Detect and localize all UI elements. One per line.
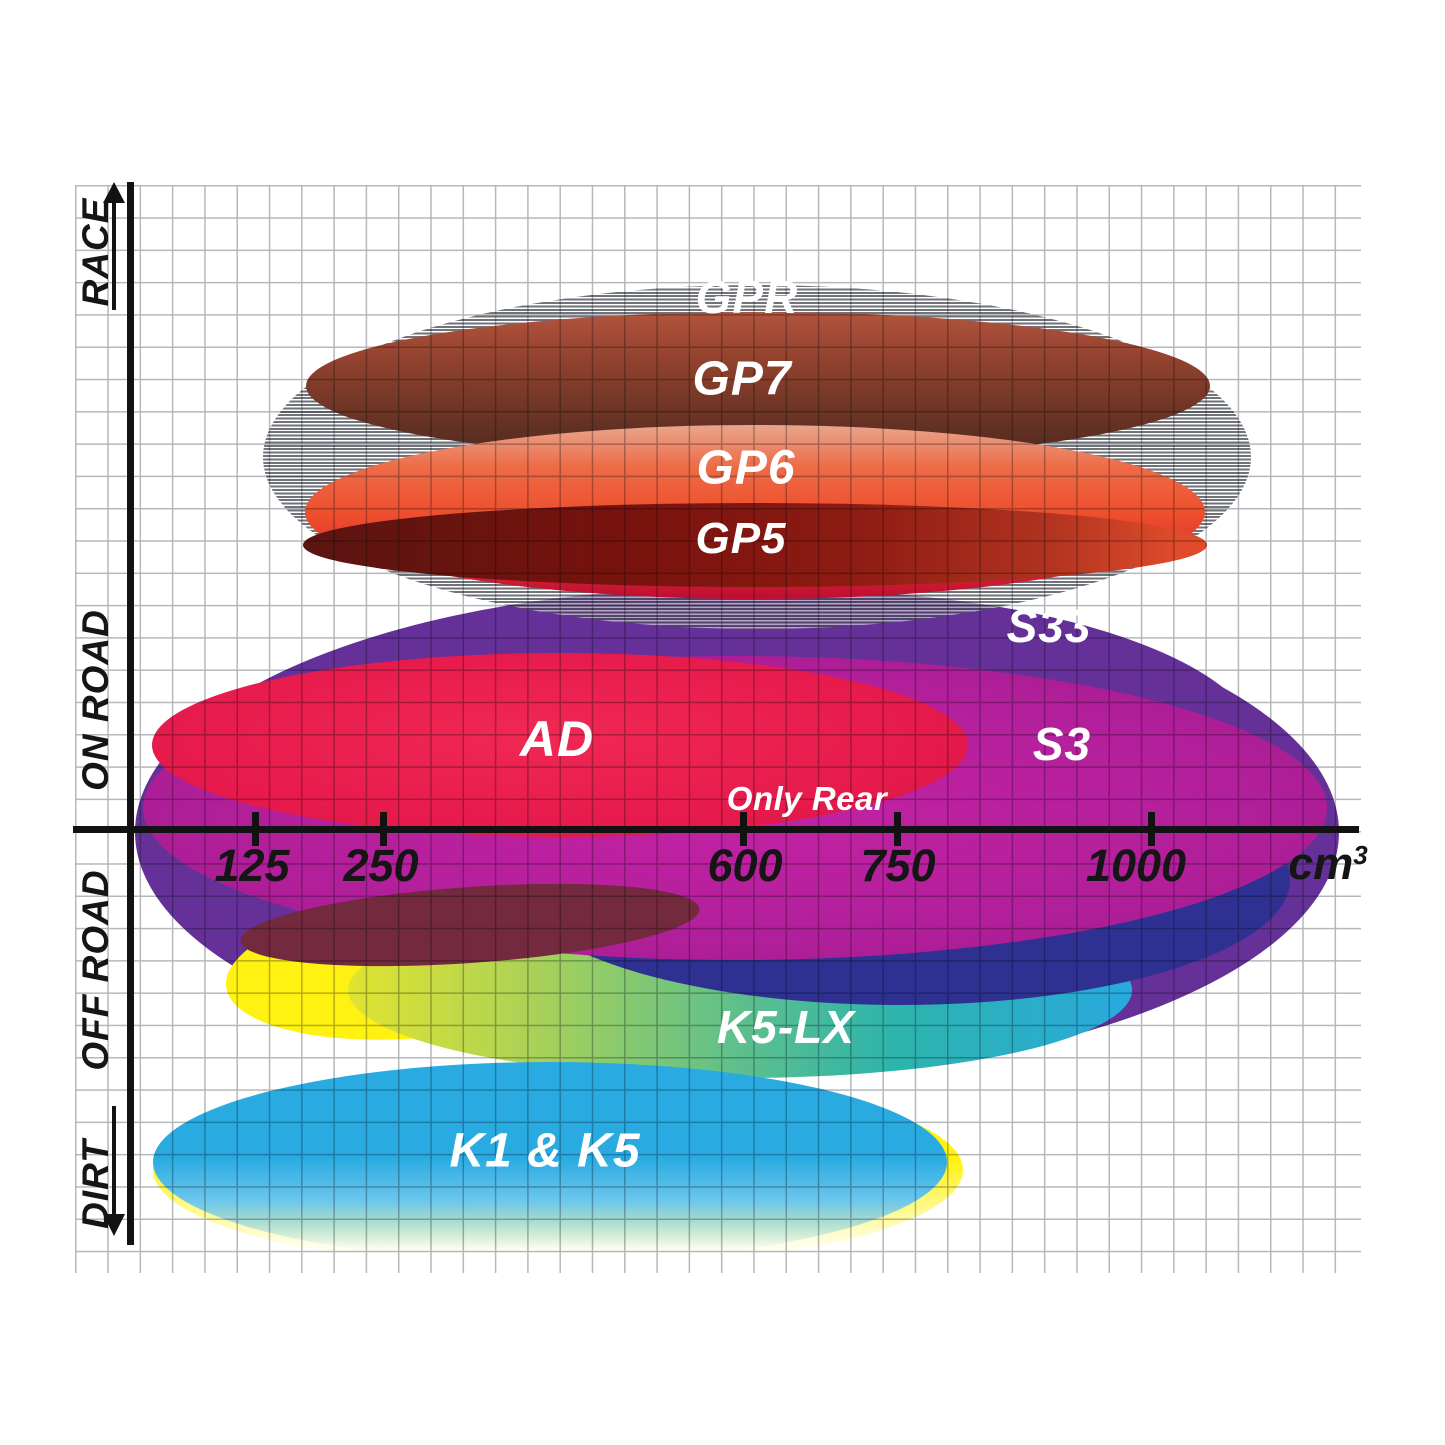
region-annotation-only-rear: Only Rear <box>726 780 888 817</box>
dirt-direction-arrow <box>112 1106 116 1216</box>
region-k1k5-ellipse <box>153 1062 947 1262</box>
region-gp5-ellipse <box>303 503 1207 587</box>
region-label-k1k5: K1 & K5 <box>449 1124 641 1178</box>
x-tick-label-125: 125 <box>214 840 290 891</box>
region-label-s3: S3 <box>1032 718 1092 770</box>
zone-label-on-road: ON ROAD <box>75 609 116 791</box>
unit-exponent: 3 <box>1353 840 1368 870</box>
unit-base: cm <box>1288 838 1354 889</box>
region-label-gp6: GP6 <box>696 441 796 495</box>
zone-label-off-road: OFF ROAD <box>75 869 116 1071</box>
region-label-gp7: GP7 <box>692 352 792 406</box>
x-tick-750 <box>894 812 901 846</box>
zone-label-dirt: DIRT <box>75 1139 116 1229</box>
down-arrow-icon <box>103 1214 125 1236</box>
x-axis <box>73 826 1359 833</box>
y-axis <box>127 182 134 1245</box>
x-tick-label-1000: 1000 <box>1085 840 1187 891</box>
x-tick-250 <box>380 812 387 846</box>
x-axis-unit-label: cm3 <box>1288 838 1368 890</box>
region-label-gpr: GPR <box>695 271 799 323</box>
x-tick-125 <box>252 812 259 846</box>
x-tick-1000 <box>1148 812 1155 846</box>
up-arrow-icon <box>103 182 125 203</box>
x-tick-label-250: 250 <box>343 840 419 891</box>
region-label-s33: S33 <box>1006 600 1092 652</box>
region-ad-ellipse <box>152 653 968 837</box>
x-tick-label-600: 600 <box>707 840 783 891</box>
race-direction-arrow <box>112 200 116 310</box>
x-tick-600 <box>740 812 747 846</box>
zone-label-race: RACE <box>75 197 116 307</box>
region-label-k5lx: K5-LX <box>717 1001 855 1053</box>
x-tick-label-750: 750 <box>860 840 936 891</box>
region-label-ad: AD <box>519 711 595 767</box>
region-label-gp5: GP5 <box>695 514 787 563</box>
